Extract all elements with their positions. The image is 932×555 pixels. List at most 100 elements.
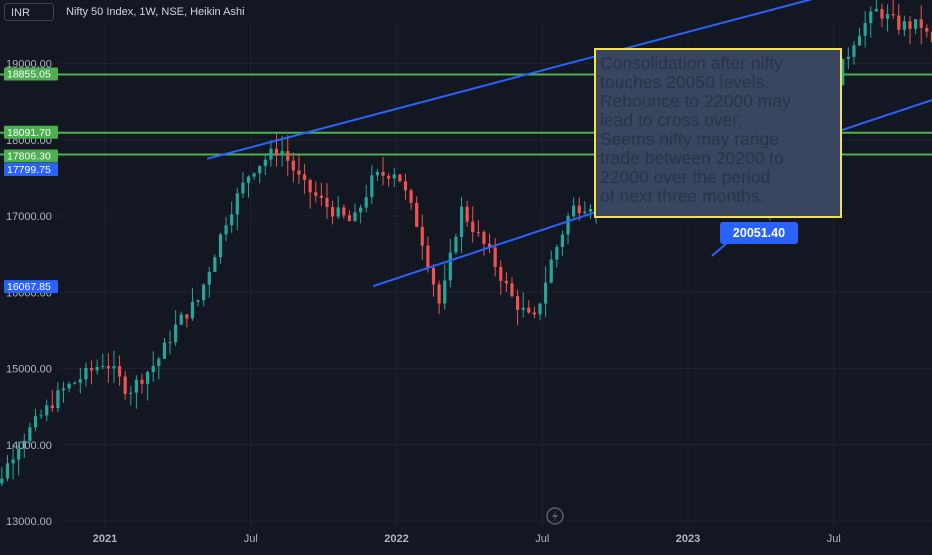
candle-body: [11, 459, 15, 464]
candle-body: [891, 14, 895, 16]
candle-body: [157, 358, 161, 366]
candle-body: [555, 247, 559, 260]
candle-body: [106, 366, 110, 369]
candle-body: [431, 267, 436, 285]
price-labels: 21697.45NIFTY18:10:3020958.5520171.00200…: [4, 67, 58, 294]
candle-body: [880, 9, 884, 19]
candle-body: [465, 206, 469, 222]
candle-body: [207, 271, 211, 285]
candle-body: [364, 197, 368, 208]
candle-body: [913, 19, 918, 29]
candle-body: [527, 307, 531, 313]
candle-body: [930, 31, 932, 43]
candle-body: [846, 56, 850, 60]
x-tick-label: Jul: [535, 533, 549, 545]
price-label: 17806.30: [7, 151, 51, 163]
candle-body: [117, 366, 122, 377]
candle-body: [908, 21, 912, 29]
candle-body: [381, 171, 385, 176]
candle-body: [185, 314, 189, 319]
candle-body: [95, 367, 99, 371]
candle-body: [347, 215, 352, 222]
candle-body: [230, 214, 234, 226]
candle-body: [925, 27, 929, 32]
price-label: 16067.85: [7, 281, 51, 293]
candle-body: [297, 170, 301, 175]
price-label-bg: [4, 125, 58, 139]
price-label-bg: [4, 280, 58, 294]
candle-body: [129, 392, 133, 394]
candle-body: [874, 9, 878, 12]
level-callout[interactable]: 20051.40: [720, 222, 798, 244]
candle-body: [476, 232, 480, 234]
candle-body: [56, 390, 60, 409]
y-tick-label: 14000.00: [6, 440, 52, 452]
candle-body: [420, 226, 424, 246]
candle-body: [443, 280, 447, 304]
candle-body: [78, 379, 82, 383]
price-label: 18855.05: [7, 69, 51, 81]
candle-body: [17, 448, 21, 460]
candle-body: [370, 175, 374, 198]
candle-body: [437, 284, 441, 304]
candle-body: [179, 314, 183, 325]
candle-body: [863, 23, 867, 36]
candle-body: [286, 151, 290, 161]
note-line: lead to cross over.: [600, 110, 743, 130]
x-axis: 2021Jul2022Jul2023Jul2024Jul2025Jul2026J…: [93, 533, 841, 545]
candle-body: [387, 175, 391, 179]
candle-body: [146, 372, 150, 384]
y-axis: 13000.0014000.0015000.0016000.0017000.00…: [6, 59, 52, 529]
candle-body: [218, 234, 223, 258]
candle-body: [521, 307, 525, 310]
x-tick-label: 2023: [676, 533, 700, 545]
note-line: of next three months.: [600, 186, 765, 206]
candle-body: [196, 300, 200, 302]
candle-body: [168, 342, 172, 344]
candle-body: [375, 171, 380, 176]
x-tick-label: Jul: [827, 533, 841, 545]
candle-body: [61, 388, 66, 391]
candle-body: [902, 21, 906, 30]
candle-body: [482, 232, 486, 244]
candle-body: [532, 312, 537, 315]
candle-body: [5, 463, 10, 479]
chart-title: Nifty 50 Index, 1W, NSE, Heikin Ashi: [66, 6, 245, 18]
candle-body: [330, 206, 335, 217]
candle-body: [869, 11, 873, 24]
currency-selector[interactable]: INR: [4, 3, 54, 21]
y-tick-label: 13000.00: [6, 516, 52, 528]
y-tick-label: 19000.00: [6, 59, 52, 71]
candle-body: [39, 415, 43, 417]
candle-body: [263, 159, 267, 166]
candle-body: [252, 173, 256, 177]
candle-body: [857, 35, 862, 46]
candle-body: [67, 383, 71, 389]
candle-body: [190, 301, 195, 319]
candle-body: [123, 376, 127, 394]
candle-body: [493, 247, 497, 267]
note-line: trade between 20200 to: [600, 148, 784, 168]
callout-pointer: [711, 241, 729, 257]
candle-body: [258, 165, 262, 174]
candle-body: [325, 197, 329, 207]
candle-body: [403, 181, 408, 191]
analysis-note[interactable]: Consolidation after nifty touches 20050 l…: [594, 48, 842, 218]
note-line: Consolidation after nifty: [600, 53, 783, 73]
candle-body: [897, 15, 901, 30]
candle-body: [314, 192, 318, 196]
candle-body: [510, 283, 514, 297]
candle-body: [515, 296, 520, 310]
candle-body: [426, 245, 430, 268]
candle-body: [841, 59, 845, 86]
candle-body: [415, 202, 419, 227]
candle-body: [583, 211, 587, 214]
candle-body: [50, 405, 54, 409]
candle-body: [213, 257, 217, 272]
candle-body: [885, 14, 890, 19]
x-tick-label: Jul: [244, 533, 258, 545]
candle-body: [274, 148, 279, 156]
candle-body: [89, 367, 94, 371]
candle-body: [572, 205, 576, 217]
